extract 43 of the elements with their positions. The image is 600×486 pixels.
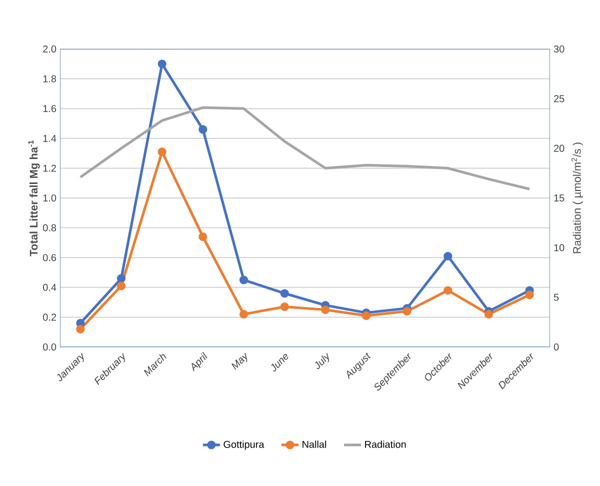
y-tick-label: 1.4 <box>43 134 56 142</box>
y-tick-label: 0.4 <box>43 284 56 291</box>
point <box>116 274 126 283</box>
point <box>321 305 330 314</box>
point <box>198 125 208 134</box>
point <box>239 310 248 318</box>
point <box>525 290 534 300</box>
x-tick-label: July <box>315 353 330 369</box>
point <box>444 286 452 295</box>
y2-tick-label: 30 <box>554 45 564 53</box>
y2-tick-label: 0 <box>554 343 559 351</box>
y-tick-label: 2.0 <box>43 45 56 53</box>
y-tick-label: 0.2 <box>43 314 56 321</box>
legend-label: Nallal <box>302 440 326 448</box>
point <box>484 310 494 318</box>
point <box>280 302 289 312</box>
point <box>158 60 166 68</box>
y-tick-label: 1.0 <box>43 194 56 202</box>
y2-tick-label: 10 <box>554 244 564 252</box>
point <box>444 252 452 260</box>
y2-tick-label: 15 <box>554 194 564 202</box>
point <box>116 282 126 290</box>
y-tick-label: 0.8 <box>43 224 56 232</box>
y-tick-label: 1.2 <box>43 164 56 172</box>
point <box>362 311 371 320</box>
point <box>158 148 166 156</box>
y-tick-label: 1.6 <box>43 105 56 112</box>
point <box>198 232 208 242</box>
point <box>76 324 85 334</box>
y-tick-label: 0.0 <box>43 343 56 351</box>
y-axis-title: Total Litter fall Mg ha$^{-1}$ <box>28 140 40 256</box>
point <box>402 306 412 316</box>
legend-label: Radiation <box>365 440 406 448</box>
point <box>239 276 248 284</box>
line-series <box>79 106 531 190</box>
y2-tick-label: 25 <box>554 95 564 102</box>
y-tick-label: 1.8 <box>43 75 56 82</box>
point <box>280 289 289 298</box>
y2-axis-title: Radiation ( µmol/m$^{2}$/s ) <box>571 142 584 254</box>
y2-tick-label: 5 <box>554 294 559 301</box>
legend-label: Gottipura <box>224 440 264 450</box>
y2-tick-label: 20 <box>554 144 564 152</box>
y-tick-label: 0.6 <box>43 254 56 262</box>
